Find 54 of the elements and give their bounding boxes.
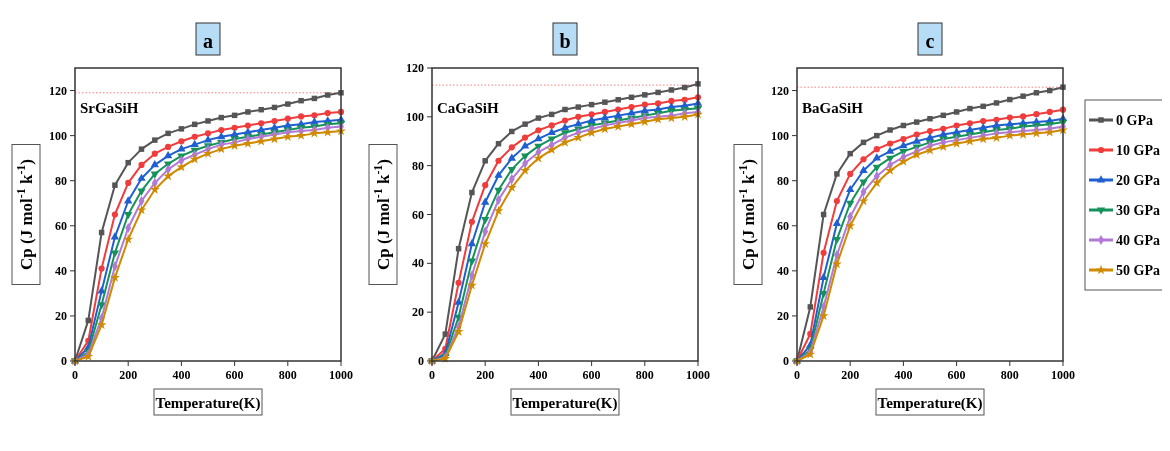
x-tick-label: 600 xyxy=(582,368,601,382)
y-tick-label: 100 xyxy=(49,128,67,143)
x-tick-label: 0 xyxy=(429,368,435,382)
y-tick-label: 100 xyxy=(771,128,789,143)
x-tick-label: 400 xyxy=(894,368,913,382)
x-tick-label: 800 xyxy=(635,368,654,382)
x-tick-label: 1000 xyxy=(329,368,353,382)
y-tick-label: 20 xyxy=(412,305,424,320)
x-tick-label: 600 xyxy=(225,368,244,382)
legend-label: 10 GPa xyxy=(1116,143,1160,158)
y-tick-label: 20 xyxy=(55,308,67,323)
x-tick-label: 1000 xyxy=(686,368,710,382)
legend-label: 30 GPa xyxy=(1116,203,1160,218)
y-tick-label: 40 xyxy=(777,263,789,278)
x-tick-label: 800 xyxy=(278,368,297,382)
chart-title: a xyxy=(203,30,213,52)
x-tick-label: 0 xyxy=(72,368,78,382)
y-tick-label: 0 xyxy=(783,354,789,368)
legend-label: 50 GPa xyxy=(1116,263,1160,278)
y-tick-label: 40 xyxy=(55,263,67,278)
y-tick-label: 120 xyxy=(49,83,67,98)
y-tick-label: 100 xyxy=(406,109,424,124)
x-tick-label: 200 xyxy=(119,368,138,382)
y-tick-label: 60 xyxy=(777,218,789,233)
chart-title: c xyxy=(925,30,935,52)
y-tick-label: 40 xyxy=(412,256,424,271)
y-tick-label: 60 xyxy=(412,207,424,222)
x-axis-title: Temperature(K) xyxy=(512,395,618,412)
annotation: CaGaSiH xyxy=(437,100,500,116)
x-tick-label: 800 xyxy=(1000,368,1019,382)
legend-label: 0 GPa xyxy=(1116,113,1153,128)
y-tick-label: 120 xyxy=(406,61,424,75)
x-axis-title: Temperature(K) xyxy=(155,395,261,412)
y-tick-label: 80 xyxy=(777,173,789,188)
annotation: BaGaSiH xyxy=(802,100,864,116)
x-tick-label: 400 xyxy=(529,368,548,382)
y-tick-label: 0 xyxy=(418,354,424,368)
x-tick-label: 600 xyxy=(947,368,966,382)
legend-label: 20 GPa xyxy=(1116,173,1160,188)
x-tick-label: 400 xyxy=(172,368,191,382)
y-tick-label: 0 xyxy=(61,354,67,368)
x-axis-title: Temperature(K) xyxy=(877,395,983,412)
x-tick-label: 200 xyxy=(476,368,495,382)
y-tick-label: 120 xyxy=(771,83,789,98)
x-tick-label: 200 xyxy=(841,368,860,382)
x-tick-label: 0 xyxy=(794,368,800,382)
chart-title: b xyxy=(559,30,571,52)
y-tick-label: 80 xyxy=(412,158,424,173)
y-tick-label: 20 xyxy=(777,308,789,323)
y-tick-label: 80 xyxy=(55,173,67,188)
legend-label: 40 GPa xyxy=(1116,233,1160,248)
x-tick-label: 1000 xyxy=(1051,368,1075,382)
annotation: SrGaSiH xyxy=(80,100,139,116)
y-tick-label: 60 xyxy=(55,218,67,233)
